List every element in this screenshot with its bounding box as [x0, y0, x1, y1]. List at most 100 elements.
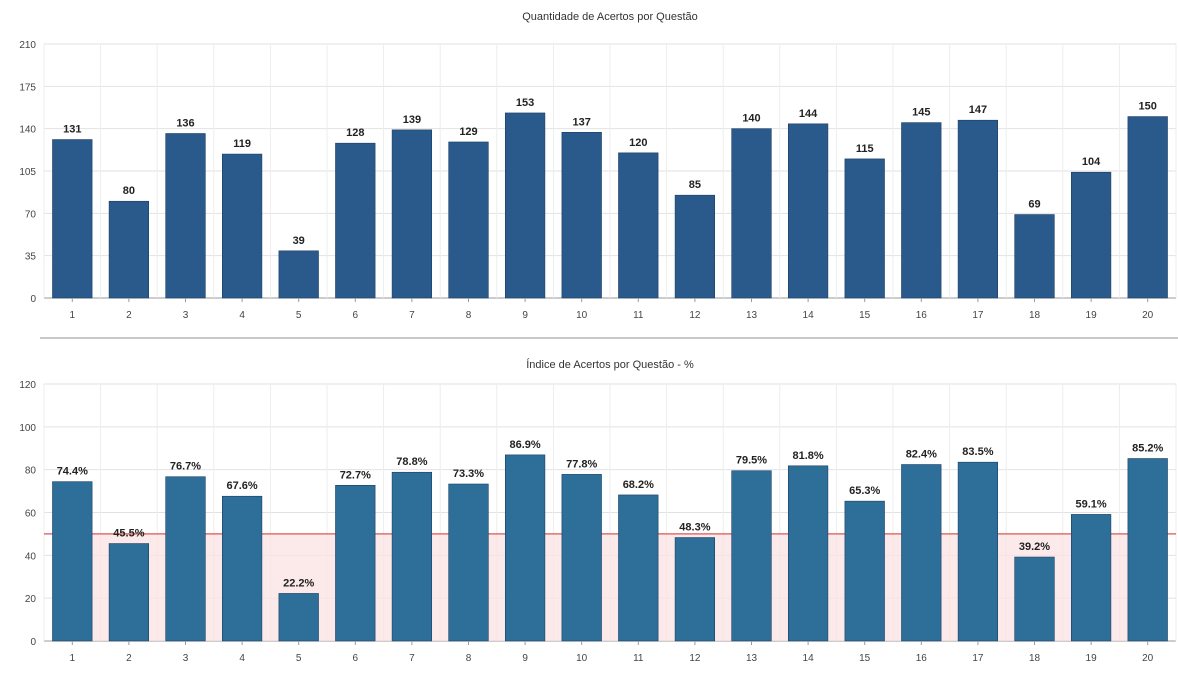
indice-x-tick-label: 6	[353, 653, 359, 664]
acertos-bar-value-label: 115	[856, 143, 874, 155]
indice-bar-value-label: 65.3%	[849, 485, 880, 497]
acertos-x-tick-label: 3	[183, 310, 189, 321]
acertos-bar	[901, 122, 942, 299]
indice-x-tick-label: 10	[576, 653, 588, 664]
acertos-x-tick-label: 16	[916, 310, 928, 321]
indice-x-tick-label: 4	[239, 653, 245, 664]
indice-bar	[957, 461, 999, 642]
indice-bar	[448, 483, 489, 642]
indice-x-tick-label: 18	[1029, 653, 1041, 664]
acertos-x-tick-label: 6	[353, 310, 359, 321]
acertos-x-tick-label: 13	[746, 310, 758, 321]
acertos-x-tick-label: 14	[803, 310, 815, 321]
acertos-chart-title: Quantidade de Acertos por Questão	[522, 11, 698, 23]
indice-x-tick-label: 1	[70, 653, 76, 664]
indice-x-tick-label: 7	[409, 653, 415, 664]
acertos-x-tick-label: 12	[689, 310, 701, 321]
acertos-bar-value-label: 136	[176, 118, 194, 130]
indice-y-tick-label: 80	[25, 466, 37, 477]
acertos-bar	[1127, 116, 1168, 299]
acertos-bar	[618, 152, 659, 299]
indice-bar	[787, 465, 829, 642]
indice-bar	[278, 593, 319, 642]
acertos-bar	[391, 129, 433, 299]
acertos-x-tick-label: 4	[239, 310, 245, 321]
indice-bar-value-label: 72.7%	[340, 469, 371, 481]
acertos-bar-value-label: 128	[346, 127, 364, 139]
acertos-x-tick-label: 2	[126, 310, 132, 321]
acertos-bar	[1014, 214, 1055, 299]
indice-bar-value-label: 78.8%	[396, 456, 427, 468]
acertos-bar-value-label: 131	[63, 124, 81, 136]
indice-x-tick-label: 20	[1142, 653, 1154, 664]
indice-bar	[1070, 514, 1112, 642]
indice-x-tick-label: 17	[972, 653, 984, 664]
indice-bar	[1127, 458, 1168, 642]
indice-bar	[1014, 556, 1055, 642]
acertos-bar-value-label: 153	[516, 97, 534, 109]
acertos-y-tick-label: 70	[25, 209, 37, 220]
acertos-bar	[561, 131, 602, 299]
acertos-bar	[731, 128, 772, 299]
indice-bar-value-label: 83.5%	[962, 446, 993, 458]
acertos-bar-value-label: 139	[403, 114, 421, 126]
acertos-bar-value-label: 104	[1082, 156, 1101, 168]
indice-bar	[901, 464, 942, 642]
indice-bar	[618, 494, 659, 642]
indice-y-tick-label: 60	[25, 509, 37, 520]
indice-bar-value-label: 39.2%	[1019, 541, 1050, 553]
indice-bar-value-label: 74.4%	[57, 466, 88, 478]
indice-x-tick-label: 8	[466, 653, 472, 664]
acertos-x-tick-label: 1	[70, 310, 76, 321]
acertos-y-tick-label: 0	[30, 294, 36, 305]
acertos-x-tick-label: 10	[576, 310, 588, 321]
indice-bar	[844, 500, 885, 642]
acertos-x-tick-label: 11	[633, 310, 644, 321]
indice-x-tick-label: 3	[183, 653, 189, 664]
indice-bar-value-label: 59.1%	[1075, 498, 1106, 510]
acertos-x-tick-label: 8	[466, 310, 472, 321]
acertos-bar-value-label: 129	[459, 126, 477, 138]
indice-bar-value-label: 76.7%	[170, 461, 201, 473]
acertos-bar-value-label: 120	[629, 137, 647, 149]
acertos-bar-value-label: 145	[912, 107, 930, 119]
indice-bar	[674, 537, 716, 642]
indice-bar	[221, 495, 263, 642]
acertos-bar-value-label: 69	[1028, 199, 1040, 211]
acertos-y-tick-label: 35	[25, 252, 37, 263]
acertos-bar	[1070, 171, 1112, 299]
indice-bar-value-label: 45.5%	[113, 528, 144, 540]
acertos-bar	[165, 133, 206, 299]
acertos-x-tick-label: 9	[522, 310, 528, 321]
indice-y-tick-label: 100	[19, 423, 36, 434]
acertos-bar-value-label: 140	[742, 113, 760, 125]
acertos-bar	[957, 119, 999, 299]
indice-x-tick-label: 11	[633, 653, 644, 664]
acertos-bar-value-label: 144	[799, 108, 818, 120]
indice-x-tick-label: 19	[1086, 653, 1098, 664]
indice-bar	[52, 481, 93, 642]
indice-x-tick-label: 14	[803, 653, 815, 664]
acertos-x-tick-label: 7	[409, 310, 415, 321]
acertos-bar	[108, 200, 150, 299]
indice-x-tick-label: 12	[689, 653, 701, 664]
indice-bar-value-label: 79.5%	[736, 455, 767, 467]
indice-bar-value-label: 86.9%	[509, 439, 540, 451]
indice-bar	[335, 485, 376, 642]
indice-x-tick-label: 5	[296, 653, 302, 664]
indice-bar	[391, 471, 433, 642]
indice-bar-value-label: 73.3%	[453, 468, 484, 480]
indice-x-tick-label: 15	[859, 653, 871, 664]
acertos-bar-value-label: 85	[689, 179, 701, 191]
acertos-bar-value-label: 150	[1139, 101, 1157, 113]
acertos-y-tick-label: 210	[19, 40, 36, 51]
indice-y-tick-label: 20	[25, 594, 37, 605]
acertos-chart: Quantidade de Acertos por Questão 0 35 70 10…	[19, 11, 1177, 321]
indice-bar-value-label: 77.8%	[566, 458, 597, 470]
acertos-x-tick-label: 18	[1029, 310, 1041, 321]
acertos-bar	[787, 123, 829, 299]
acertos-bar-value-label: 80	[123, 185, 135, 197]
indice-bar-value-label: 82.4%	[906, 449, 937, 461]
